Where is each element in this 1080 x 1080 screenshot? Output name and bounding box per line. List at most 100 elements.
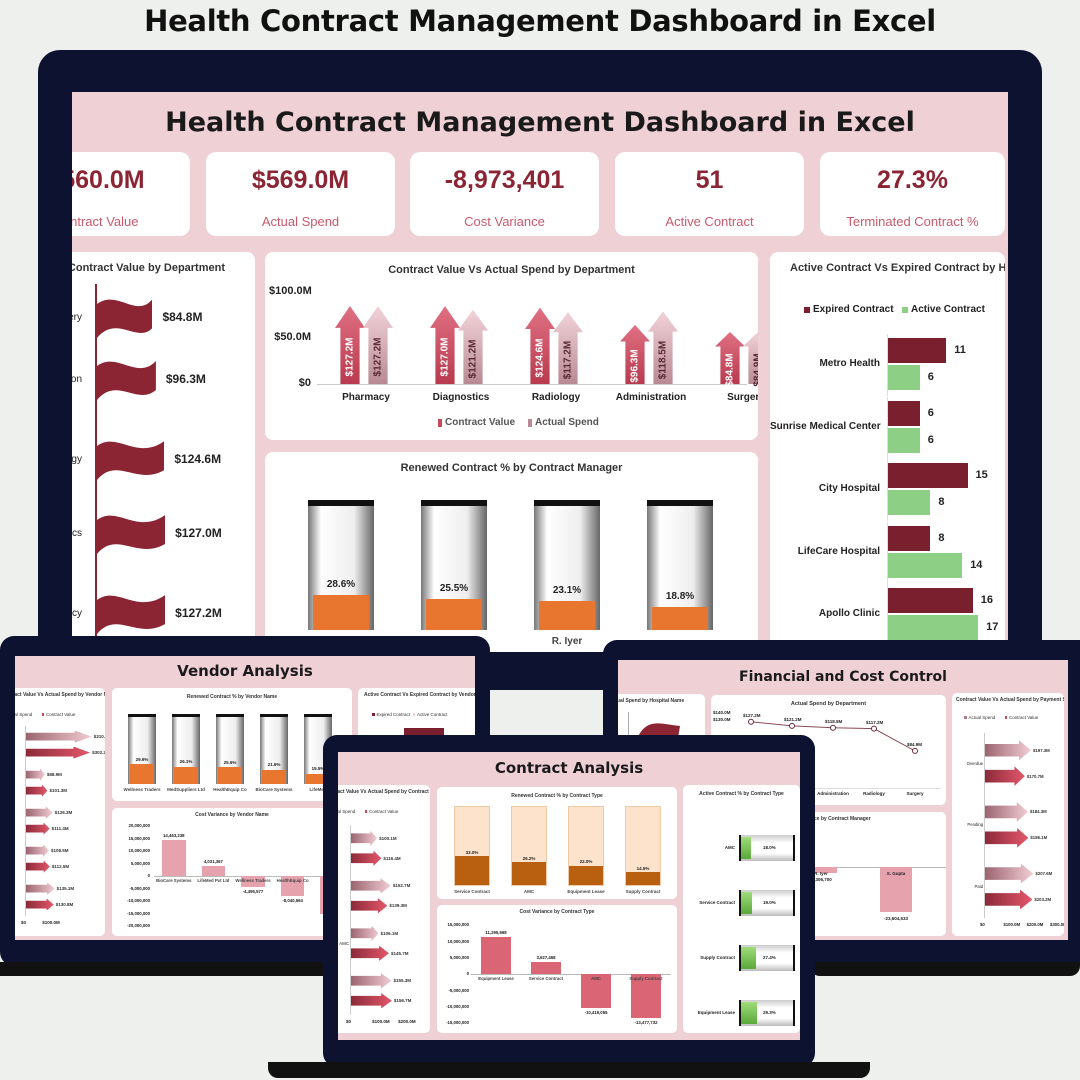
chart-title: Cost Variance by Contract Type (519, 909, 595, 915)
chart-title: Renewed Contract % by Vendor Name (186, 694, 278, 700)
chart-title: Active Contract % by Contract Type (699, 791, 784, 797)
y-tick-label: $50.0M (274, 331, 311, 343)
bar-value-label: -4,495,577 (242, 888, 264, 894)
point-value-label: $84.9M (907, 741, 923, 747)
bar-value-label: $155.3M (393, 978, 412, 984)
axis-line (984, 733, 985, 918)
variance-bar (581, 974, 611, 1009)
contract-type-vs-spend-chart: Contract Value Vs Actual Spend by Contra… (338, 785, 430, 1033)
category-label: Service Contract (454, 888, 490, 894)
category-label: BioCare Systems (255, 786, 293, 792)
renewed-fill (455, 855, 489, 885)
point-value-label: $127.2M (743, 712, 761, 718)
category-label: Equipment Lease (478, 975, 514, 981)
percent-label: 26.1% (179, 759, 193, 765)
category-label: Supply Contract (700, 955, 735, 960)
kpi-label: Actual Spend (261, 214, 340, 229)
category-label: Administration (615, 392, 687, 403)
actual-spend-arrow (26, 882, 55, 895)
variance-bar (161, 839, 186, 876)
bar-value-label: $139.3M (389, 903, 407, 909)
bar-value-label: -3,306,700 (810, 877, 832, 883)
category-label: Surgery (906, 791, 924, 796)
category-label: LifeCare Hospital (797, 545, 880, 557)
kpi-contract-value: $560.0M Contract Value (72, 152, 190, 236)
legend-label: Actual Spend (338, 809, 356, 814)
chart-title: Contract Value Vs Actual Spend by Contra… (338, 789, 430, 795)
bar-value-label: 6 (927, 433, 934, 446)
bar-value-label: $207.6M (1035, 871, 1053, 877)
contract-value-arrow (26, 898, 54, 911)
category-label: AMC (339, 941, 350, 947)
bar-value-label: 15 (975, 469, 988, 481)
bar-value-label: $106.1M (380, 930, 399, 936)
percent-label: 23.1% (552, 585, 582, 597)
bar-value-label: $84.9M (752, 353, 759, 387)
bar-value-label: $127.0M (439, 337, 451, 377)
category-label: Service Contract (528, 975, 564, 981)
variance-bar (631, 974, 661, 1019)
bar-value-label: 4,031,367 (203, 859, 223, 865)
bar-value-label: 16 (980, 594, 994, 606)
percent-label: 25.5% (439, 582, 469, 594)
legend-label: Contract Value (445, 417, 516, 428)
bar-value-label: $186.1M (1030, 835, 1048, 841)
legend-label: Expired Contract (376, 712, 411, 717)
percent-label: 18.0% (763, 845, 776, 850)
actual-spend-arrow (351, 925, 379, 941)
category-label: Service Contract (699, 900, 735, 905)
bar-value-label: 6 (927, 371, 934, 383)
bar-value-label: $117.2M (562, 340, 574, 380)
bar-value-label: -8,040,564 (282, 897, 303, 903)
bar-value-label: $88.9M (46, 771, 62, 777)
renewed-fill (218, 766, 242, 784)
financial-laptop-base (810, 962, 1080, 976)
bar-value-label: $170.7M (1026, 773, 1044, 779)
bar-value-label: -10,419,055 (584, 1009, 608, 1015)
category-label: Diagnostics (432, 392, 490, 403)
kpi-active-contract: 51 Active Contract (615, 152, 804, 236)
chart-title: Active Contract Vs Expired Contract by H… (790, 262, 1005, 274)
category-label: R. Iyer (551, 636, 583, 647)
battery-fill (741, 947, 757, 969)
financial-title: Financial and Cost Control (739, 669, 947, 685)
category-label: AMC (591, 975, 601, 981)
actual-spend-arrow (351, 830, 378, 846)
renewed-fill (174, 766, 198, 784)
battery-gauge (739, 835, 795, 861)
chart-title: Renewed Contract % by Contract Manager (400, 462, 623, 474)
flag-bar (97, 436, 164, 480)
bar-value-label: -13,477,732 (634, 1019, 658, 1025)
vendor-laptop-base (0, 962, 330, 976)
y-tick-label: -5,000,000 (129, 885, 150, 891)
line-point (830, 724, 836, 731)
actual-spend-arrow (26, 806, 53, 819)
legend-swatch (372, 713, 375, 716)
y-tick-label: -15,000,000 (127, 910, 150, 916)
chart-title: Contract Value Vs Actual Spend by Depart… (388, 264, 635, 276)
y-tick-label: 15,000,000 (128, 835, 150, 841)
legend-swatch (438, 419, 442, 427)
flag-bar (97, 294, 152, 338)
bar-value-label: 8 (938, 496, 945, 508)
bar-value-label: $203.2M (1034, 896, 1052, 902)
zero-axis (471, 974, 671, 975)
contract-value-arrow (26, 784, 48, 797)
y-tick-label: $130.0M (713, 716, 731, 722)
category-label: AMC (724, 845, 735, 850)
line-chart-svg (748, 718, 918, 754)
y-tick-label: $140.0M (713, 710, 731, 715)
axis-line (887, 584, 888, 646)
battery-gauge (739, 1000, 795, 1026)
contract-value-arrow (351, 850, 382, 866)
variance-bar (201, 865, 226, 876)
legend-label: Contract Value (369, 809, 399, 814)
axis-line (350, 825, 351, 1015)
category-label: Surgery (727, 392, 758, 403)
vendor-contract-vs-spend-chart: Contract Value Vs Actual Spend by Vendor… (15, 688, 105, 936)
y-tick-label: -10,000,000 (446, 1004, 469, 1010)
bar-value-label: $135.1M (56, 885, 75, 891)
flag-value-label: $96.3M (165, 372, 206, 386)
renewed-fill (512, 861, 546, 885)
x-axis (731, 788, 941, 789)
